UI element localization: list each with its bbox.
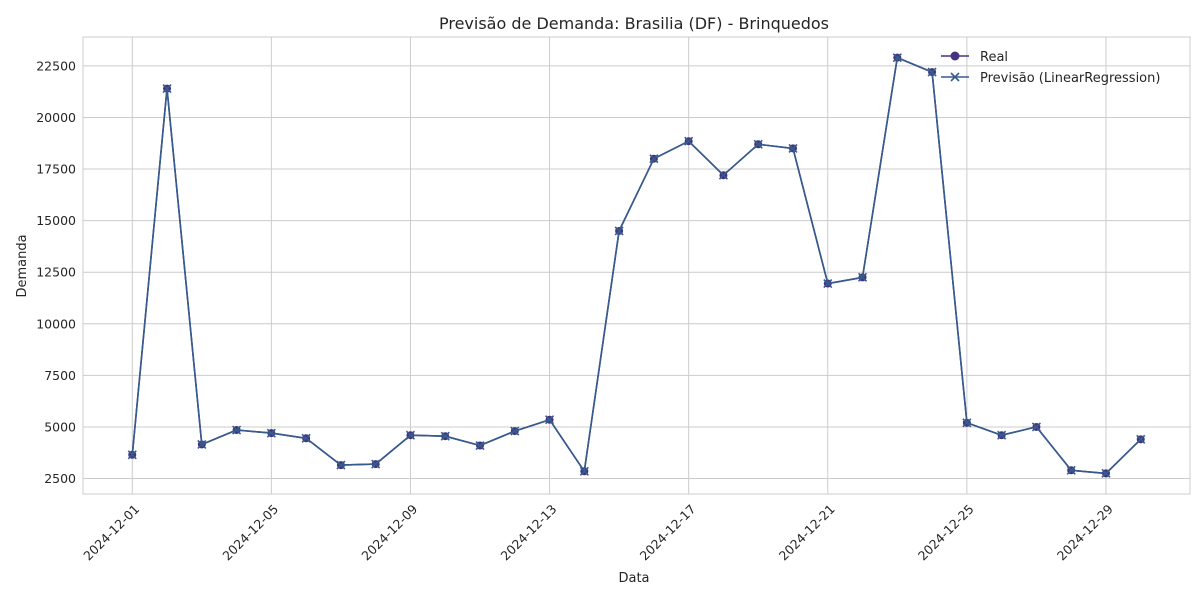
data-point-forecast — [405, 430, 416, 440]
data-point-forecast — [753, 139, 763, 149]
data-point-forecast — [614, 226, 624, 236]
data-point-forecast — [684, 136, 694, 146]
legend-entry-forecast: Previsão (LinearRegression) — [941, 71, 1160, 86]
data-point-forecast — [162, 84, 172, 94]
y-tick-label: 2500 — [44, 471, 76, 486]
y-tick-label: 20000 — [36, 110, 76, 125]
data-point-forecast — [927, 67, 937, 77]
legend-marker-x-icon — [950, 72, 960, 82]
data-point-forecast — [1101, 468, 1111, 478]
data-point-forecast — [336, 460, 346, 470]
series-line-forecast — [131, 56, 1142, 475]
data-point-forecast — [301, 433, 311, 443]
data-point-forecast — [857, 272, 868, 282]
grid — [83, 37, 1190, 494]
data-point-forecast — [649, 154, 659, 164]
legend-label-real: Real — [980, 50, 1008, 65]
data-point-forecast — [266, 428, 276, 438]
y-tick-label: 17500 — [36, 162, 76, 177]
data-point-forecast — [475, 440, 485, 451]
y-tick-label: 5000 — [44, 419, 76, 434]
y-tick-label: 15000 — [36, 213, 76, 228]
data-point-forecast — [544, 415, 555, 425]
data-point-forecast — [718, 170, 729, 180]
legend-label-forecast: Previsão (LinearRegression) — [980, 71, 1160, 86]
y-tick-label: 7500 — [44, 368, 76, 383]
y-tick-label: 12500 — [36, 265, 76, 280]
x-axis-title: Data — [618, 571, 649, 586]
legend-entry-real: Real — [941, 50, 1008, 65]
data-point-forecast — [371, 459, 381, 469]
data-point-forecast — [997, 430, 1007, 440]
plot-frame — [82, 36, 1191, 495]
y-tick-label: 10000 — [36, 316, 76, 331]
legend: Real Previsão (LinearRegression) — [941, 50, 1160, 86]
data-point-forecast — [127, 450, 137, 460]
y-tick-label: 22500 — [36, 58, 76, 73]
data-point-forecast — [962, 418, 972, 428]
data-point-forecast — [579, 466, 589, 476]
data-point-forecast — [892, 53, 902, 63]
data-point-forecast — [1031, 422, 1041, 432]
data-point-forecast — [232, 425, 242, 435]
data-point-forecast — [1136, 434, 1146, 444]
data-point-forecast — [510, 426, 520, 436]
data-point-forecast — [788, 143, 798, 153]
y-axis-title: Demanda — [15, 234, 30, 297]
legend-marker-circle-icon — [950, 51, 960, 61]
data-point-forecast — [440, 431, 450, 441]
chart-title: Previsão de Demanda: Brasilia (DF) - Bri… — [439, 14, 829, 33]
data-point-forecast — [823, 278, 833, 289]
series-layer — [127, 53, 1146, 478]
data-point-forecast — [197, 439, 207, 450]
data-point-forecast — [1066, 465, 1076, 475]
